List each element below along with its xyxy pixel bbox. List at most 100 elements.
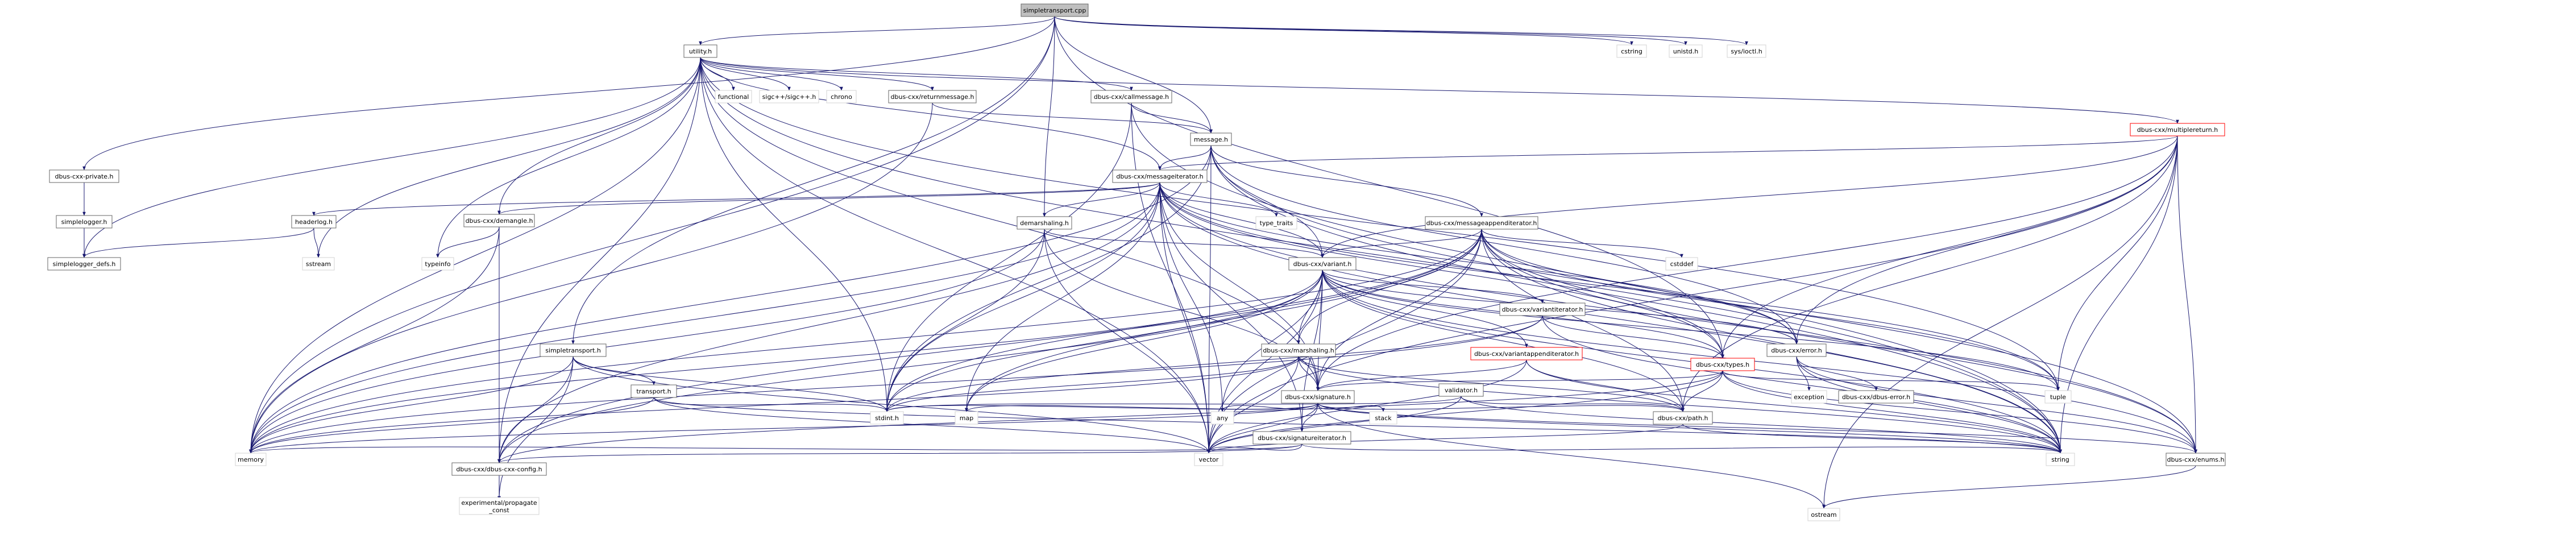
node-box-tuple [2044, 390, 2072, 404]
node-variantappenditerator-h[interactable]: dbus-cxx/variantappenditerator.h [1470, 347, 1583, 360]
node-messageappenditerator-h[interactable]: dbus-cxx/messageappenditerator.h [1425, 216, 1538, 230]
node-box-messageiterator-h [1112, 169, 1208, 183]
node-returnmessage-h[interactable]: dbus-cxx/returnmessage.h [888, 90, 977, 103]
edge-simpletransport-h-to-vector [573, 356, 1210, 454]
node-label-cstring: cstring [1621, 48, 1642, 55]
node-dbus-error-h[interactable]: dbus-cxx/dbus-error.h [1838, 390, 1914, 404]
edge-multiplereturn-h-to-variant-h [1321, 135, 2178, 258]
edge-simpletransport-cpp-to-types-h [1054, 16, 1724, 359]
node-validator-h[interactable]: validator.h [1438, 383, 1484, 397]
edge-message-h-to-memory [249, 145, 1212, 454]
edge-messageappenditerator-h-to-stdint-h [885, 229, 1482, 412]
edge-messageappenditerator-h-to-vector [1207, 229, 1482, 454]
node-label-vector: vector [1199, 456, 1219, 463]
edge-variantappenditerator-h-to-string [1526, 359, 2062, 454]
node-box-message-h [1190, 132, 1232, 146]
node-callmessage-h[interactable]: dbus-cxx/callmessage.h [1090, 90, 1172, 103]
node-label-types-h: dbus-cxx/types.h [1696, 361, 1749, 368]
node-box-simpletransport-h [540, 343, 607, 357]
node-error-h[interactable]: dbus-cxx/error.h [1766, 343, 1827, 357]
node-box-callmessage-h [1090, 90, 1172, 103]
node-transport-h[interactable]: transport.h [630, 384, 677, 398]
edge-variantiterator-h-to-string [1542, 315, 2062, 454]
edge-messageappenditerator-h-to-error-h [1481, 229, 1798, 345]
node-demarshaling-h[interactable]: demarshaling.h [1017, 216, 1072, 230]
edge-types-h-to-dbus-cxx-config-h [497, 370, 1723, 463]
node-types-h[interactable]: dbus-cxx/types.h [1690, 358, 1755, 371]
node-box-validator-h [1438, 383, 1484, 397]
node-variantiterator-h[interactable]: dbus-cxx/variantiterator.h [1499, 302, 1586, 316]
edge-messageiterator-h-to-headerlog-h [312, 182, 1160, 216]
node-label-map: map [960, 414, 973, 422]
node-headerlog-h[interactable]: headerlog.h [291, 215, 337, 229]
node-sstream: sstream [302, 257, 335, 271]
edge-messageiterator-h-to-error-h [1159, 182, 1798, 345]
edge-utility-h-to-dbus-cxx-config-h [497, 57, 701, 463]
node-signatureiterator-h[interactable]: dbus-cxx/signatureiterator.h [1252, 431, 1351, 445]
edge-signatureiterator-h-to-dbus-cxx-config-h [497, 443, 1302, 463]
node-box-signature-h [1281, 390, 1355, 404]
edge-utility-h-to-sstream [317, 57, 701, 258]
edge-utility-h-to-demangle-h [497, 57, 701, 215]
edge-multiplereturn-h-to-string [2059, 135, 2178, 454]
edge-messageiterator-h-to-map [965, 182, 1160, 412]
edge-transport-h-to-memory [249, 397, 654, 454]
node-box-returnmessage-h [888, 90, 977, 103]
node-enums-h[interactable]: dbus-cxx/enums.h [2166, 453, 2226, 466]
edge-callmessage-h-to-message-h [1131, 102, 1213, 134]
edge-messageappenditerator-h-to-map [965, 229, 1482, 412]
edge-utility-h-to-string [700, 57, 2062, 454]
node-simplelogger-defs-h[interactable]: simplelogger_defs.h [47, 257, 121, 271]
edges-layer [82, 16, 2197, 509]
edge-message-h-to-string [1210, 145, 2062, 454]
edge-simpletransport-cpp-to-cstring [1054, 16, 1633, 45]
node-dbus-cxx-config-h[interactable]: dbus-cxx/dbus-cxx-config.h [451, 462, 547, 476]
node-demangle-h[interactable]: dbus-cxx/demangle.h [463, 214, 535, 227]
edge-multiplereturn-h-to-vector [1207, 135, 2178, 454]
node-label-demangle-h: dbus-cxx/demangle.h [466, 217, 533, 225]
edge-simpletransport-cpp-to-dbus-private-h [82, 16, 1055, 171]
node-unistd-h: unistd.h [1669, 44, 1703, 58]
node-label-simpletransport-cpp: simpletransport.cpp [1023, 7, 1086, 14]
node-memory: memory [235, 453, 267, 466]
edge-variant-h-to-dbus-cxx-config-h [497, 270, 1323, 463]
node-box-error-h [1766, 343, 1827, 357]
edge-signature-h-to-stack [1317, 403, 1385, 412]
node-utility-h[interactable]: utility.h [683, 44, 717, 58]
node-dbus-private-h[interactable]: dbus-cxx-private.h [49, 169, 119, 183]
node-box-path-h [1653, 411, 1713, 425]
node-label-messageappenditerator-h: dbus-cxx/messageappenditerator.h [1426, 219, 1537, 227]
node-messageiterator-h[interactable]: dbus-cxx/messageiterator.h [1112, 169, 1208, 183]
edge-variantiterator-h-to-stdint-h [885, 315, 1543, 412]
edge-validator-h-to-stdint-h [885, 396, 1462, 412]
node-simpletransport-h[interactable]: simpletransport.h [540, 343, 607, 357]
node-cstddef: cstddef [1665, 257, 1698, 271]
node-simplelogger-h[interactable]: simplelogger.h [56, 215, 113, 229]
edge-marshaling-h-to-string [1298, 356, 2062, 454]
edge-types-h-to-vector [1207, 370, 1723, 454]
node-label-signature-h: dbus-cxx/signature.h [1285, 393, 1351, 401]
node-box-demangle-h [463, 214, 535, 227]
node-box-string [2046, 453, 2075, 466]
node-label-sigc-h: sigc++/sigc++.h [762, 93, 816, 101]
edge-signature-h-to-any [1221, 403, 1318, 412]
node-message-h[interactable]: message.h [1190, 132, 1232, 146]
node-variant-h[interactable]: dbus-cxx/variant.h [1288, 257, 1357, 271]
node-box-vector [1194, 453, 1223, 466]
edge-messageappenditerator-h-to-memory [249, 229, 1482, 454]
edge-variantiterator-h-to-types-h [1542, 315, 1724, 359]
edge-messageappenditerator-h-to-enums-h [1481, 229, 2197, 454]
node-label-stdint-h: stdint.h [875, 414, 899, 422]
edge-utility-h-to-memory [249, 57, 701, 454]
node-multiplereturn-h[interactable]: dbus-cxx/multiplereturn.h [2130, 123, 2225, 136]
edge-simpletransport-h-to-stdint-h [573, 356, 889, 412]
node-simpletransport-cpp[interactable]: simpletransport.cpp [1021, 3, 1089, 17]
node-marshaling-h[interactable]: dbus-cxx/marshaling.h [1261, 343, 1336, 357]
node-stdint-h: stdint.h [870, 411, 904, 425]
edge-utility-h-to-vector [700, 57, 1210, 454]
node-path-h[interactable]: dbus-cxx/path.h [1653, 411, 1713, 425]
edge-transport-h-to-string [653, 397, 2062, 454]
node-tuple: tuple [2044, 390, 2072, 404]
node-signature-h[interactable]: dbus-cxx/signature.h [1281, 390, 1355, 404]
edge-demarshaling-h-to-stdint-h [885, 229, 1045, 412]
